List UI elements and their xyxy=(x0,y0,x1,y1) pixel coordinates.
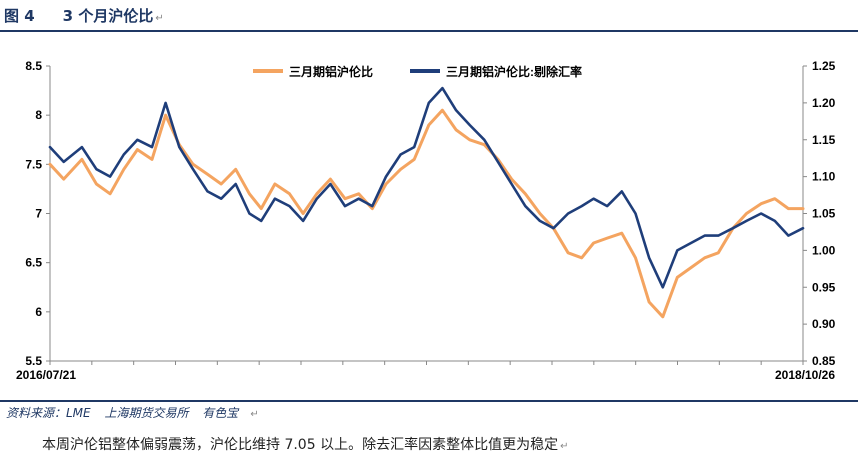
source-note: 资料来源：LME 上海期货交易所 有色宝 ↵ xyxy=(6,404,269,421)
source-label: 资料来源：LME xyxy=(6,406,91,420)
y-right-tick-label: 1.15 xyxy=(812,133,836,147)
y-left-tick-label: 5.5 xyxy=(25,354,42,368)
y-left-tick-label: 7 xyxy=(35,207,42,221)
source-rule xyxy=(0,400,858,402)
figure-caption: 3 个月沪伦比 xyxy=(62,7,154,25)
y-right-tick-label: 1.05 xyxy=(812,207,836,221)
series-line-1 xyxy=(48,108,805,319)
y-right-tick-label: 1.20 xyxy=(812,96,836,110)
chart: 5.5 6 6.5 7 7.5 8 8.5 0.85 0.90 0.95 1.00 1.05 1.10 1… xyxy=(16,59,836,382)
y-left-tick-label: 8.5 xyxy=(25,59,42,73)
series-layer xyxy=(48,86,805,319)
legend-label-1: 三月期铝沪伦比 xyxy=(289,64,373,79)
return-mark: ↵ xyxy=(155,13,164,24)
y-right-tick-label: 0.85 xyxy=(812,354,836,368)
figure-title: 图 4 3 个月沪伦比 ↵ xyxy=(4,4,164,28)
chart-axes: 5.5 6 6.5 7 7.5 8 8.5 0.85 0.90 0.95 1.00 1.05 1.10 1… xyxy=(16,59,836,382)
return-mark: ↵ xyxy=(250,409,259,420)
body-paragraph: 本周沪伦铝整体偏弱震荡，沪伦比维持 7.05 以上。除去汇率因素整体比值更为稳定… xyxy=(42,434,568,454)
y-left-tick-label: 7.5 xyxy=(25,157,42,171)
y-right-tick-label: 1.10 xyxy=(812,170,836,184)
y-left-tick-label: 6.5 xyxy=(25,256,42,270)
y-right-tick-label: 1.25 xyxy=(812,59,836,73)
y-right-tick-label: 1.00 xyxy=(812,243,836,257)
y-left-tick-label: 8 xyxy=(35,108,42,122)
return-mark: ↵ xyxy=(560,441,569,452)
body-text: 本周沪伦铝整体偏弱震荡，沪伦比维持 7.05 以上。除去汇率因素整体比值更为稳定 xyxy=(42,437,559,453)
source-item-shfe: 上海期货交易所 xyxy=(104,406,189,420)
y-left-tick-label: 6 xyxy=(35,305,42,319)
y-right-tick-label: 0.95 xyxy=(812,280,836,294)
figure-number: 图 4 xyxy=(4,7,35,25)
series-line-2 xyxy=(48,86,805,289)
legend-label-2: 三月期铝沪伦比:剔除汇率 xyxy=(446,64,582,79)
title-rule xyxy=(0,30,858,32)
y-right-tick-label: 0.90 xyxy=(812,317,836,331)
x-tick-label-start: 2016/07/21 xyxy=(16,368,76,382)
legend: 三月期铝沪伦比 三月期铝沪伦比:剔除汇率 xyxy=(253,64,582,79)
source-item-youse: 有色宝 xyxy=(202,406,239,420)
x-tick-label-end: 2018/10/26 xyxy=(775,368,835,382)
